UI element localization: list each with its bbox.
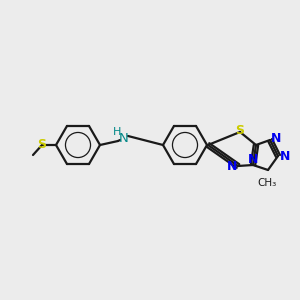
Text: S: S xyxy=(236,124,244,137)
Text: N: N xyxy=(271,133,281,146)
Text: CH₃: CH₃ xyxy=(257,178,277,188)
Text: N: N xyxy=(226,160,237,172)
Text: S: S xyxy=(38,139,46,152)
Text: N: N xyxy=(248,153,258,166)
Text: N: N xyxy=(119,131,129,145)
Text: H: H xyxy=(113,127,121,137)
Text: N: N xyxy=(280,149,290,163)
